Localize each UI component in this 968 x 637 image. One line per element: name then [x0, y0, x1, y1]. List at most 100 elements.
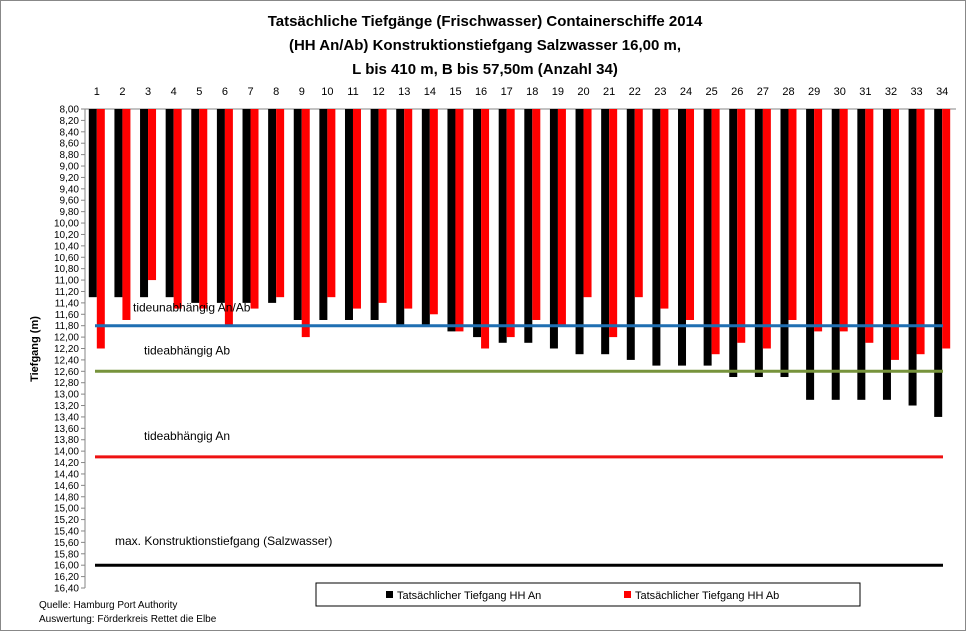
- bar-ab: [865, 109, 874, 343]
- bar-an: [678, 109, 687, 366]
- bar-an: [831, 109, 840, 400]
- reference-line-label: tideabhängig Ab: [144, 343, 230, 357]
- legend-box: [315, 582, 861, 607]
- bar-ab: [352, 109, 361, 309]
- bar-an: [857, 109, 866, 400]
- bar-ab: [455, 109, 464, 332]
- x-category-label: 22: [629, 86, 641, 98]
- y-tick-label: 11,80: [55, 321, 80, 332]
- bar-ab: [199, 109, 208, 309]
- x-category-label: 21: [603, 86, 615, 98]
- bar-ab: [429, 109, 438, 315]
- y-tick-label: 13,20: [54, 401, 79, 412]
- x-category-label: 17: [501, 86, 513, 98]
- y-tick-label: 12,80: [54, 378, 79, 389]
- bar-an: [549, 109, 558, 349]
- bar-an: [447, 109, 456, 332]
- bar-ab: [814, 109, 823, 332]
- bar-an: [780, 109, 789, 378]
- bar-an: [729, 109, 738, 378]
- bar-ab: [148, 109, 157, 281]
- bar-an: [754, 109, 763, 378]
- bar-an: [293, 109, 302, 320]
- bar-an: [319, 109, 328, 320]
- y-tick-label: 13,40: [54, 412, 79, 423]
- bar-an: [473, 109, 482, 338]
- title-line-3: L bis 410 m, B bis 57,50m (Anzahl 34): [352, 61, 618, 78]
- bar-ab: [404, 109, 413, 309]
- y-tick-label: 9,80: [60, 207, 80, 218]
- y-tick-label: 8,80: [60, 150, 80, 161]
- bar-ab: [942, 109, 951, 349]
- bar-an: [88, 109, 97, 298]
- bar-ab: [634, 109, 643, 298]
- x-category-label: 25: [706, 86, 718, 98]
- y-tick-label: 11,40: [55, 298, 80, 309]
- y-tick-label: 14,00: [54, 447, 79, 458]
- y-tick-label: 15,40: [54, 526, 79, 537]
- y-tick-label: 14,20: [54, 458, 79, 469]
- y-tick-label: 9,60: [60, 196, 80, 207]
- bar-an: [370, 109, 379, 320]
- bar-ab: [250, 109, 259, 309]
- x-category-label: 19: [552, 86, 564, 98]
- x-category-label: 6: [222, 86, 228, 98]
- x-category-label: 16: [475, 86, 487, 98]
- bar-ab: [737, 109, 746, 343]
- bar-ab: [301, 109, 310, 338]
- reference-line-label: tideabhängig An: [144, 429, 230, 443]
- bar-ab: [532, 109, 541, 320]
- x-category-label: 3: [145, 86, 151, 98]
- legend-label-an: Tatsächlicher Tiefgang HH An: [397, 590, 541, 602]
- bar-ab: [788, 109, 797, 320]
- x-category-label: 18: [526, 86, 538, 98]
- y-tick-label: 16,40: [54, 584, 79, 595]
- y-tick-label: 12,20: [54, 344, 79, 355]
- y-tick-label: 15,20: [54, 515, 79, 526]
- x-category-label: 12: [372, 86, 384, 98]
- bar-an: [498, 109, 507, 343]
- x-category-label: 11: [347, 86, 358, 98]
- legend-label-ab: Tatsächlicher Tiefgang HH Ab: [635, 590, 779, 602]
- y-tick-label: 12,40: [54, 355, 79, 366]
- bar-an: [421, 109, 430, 326]
- bar-an: [703, 109, 712, 366]
- y-tick-label: 12,00: [54, 333, 79, 344]
- bar-ab: [224, 109, 233, 326]
- bar-an: [626, 109, 635, 360]
- bar-ab: [327, 109, 336, 298]
- bar-ab: [660, 109, 669, 309]
- bar-an: [140, 109, 149, 298]
- x-category-label: 2: [119, 86, 125, 98]
- bar-an: [908, 109, 917, 406]
- y-tick-label: 10,40: [54, 241, 79, 252]
- bar-ab: [481, 109, 490, 349]
- x-category-label: 9: [299, 86, 305, 98]
- bar-ab: [839, 109, 848, 332]
- bar-an: [806, 109, 815, 400]
- bar-an: [242, 109, 251, 303]
- title-line-2: (HH An/Ab) Konstruktionstiefgang Salzwas…: [289, 37, 681, 54]
- x-category-label: 24: [680, 86, 692, 98]
- evaluation-note: Auswertung: Förderkreis Rettet die Elbe: [39, 614, 217, 625]
- bar-ab: [583, 109, 592, 298]
- y-tick-label: 10,60: [54, 253, 79, 264]
- bar-an: [601, 109, 610, 355]
- y-tick-label: 13,60: [54, 424, 79, 435]
- y-tick-label: 8,60: [60, 139, 80, 150]
- x-category-label: 1: [94, 86, 100, 98]
- x-category-label: 4: [171, 86, 177, 98]
- y-tick-label: 13,00: [54, 390, 79, 401]
- y-tick-label: 9,00: [60, 162, 80, 173]
- y-tick-label: 10,00: [54, 219, 79, 230]
- x-category-label: 29: [808, 86, 820, 98]
- x-category-label: 28: [782, 86, 794, 98]
- y-tick-label: 8,00: [60, 105, 80, 116]
- x-category-label: 7: [247, 86, 253, 98]
- x-category-label: 32: [885, 86, 897, 98]
- x-category-label: 10: [321, 86, 333, 98]
- bar-ab: [506, 109, 515, 338]
- x-category-label: 27: [757, 86, 769, 98]
- bar-ab: [173, 109, 182, 309]
